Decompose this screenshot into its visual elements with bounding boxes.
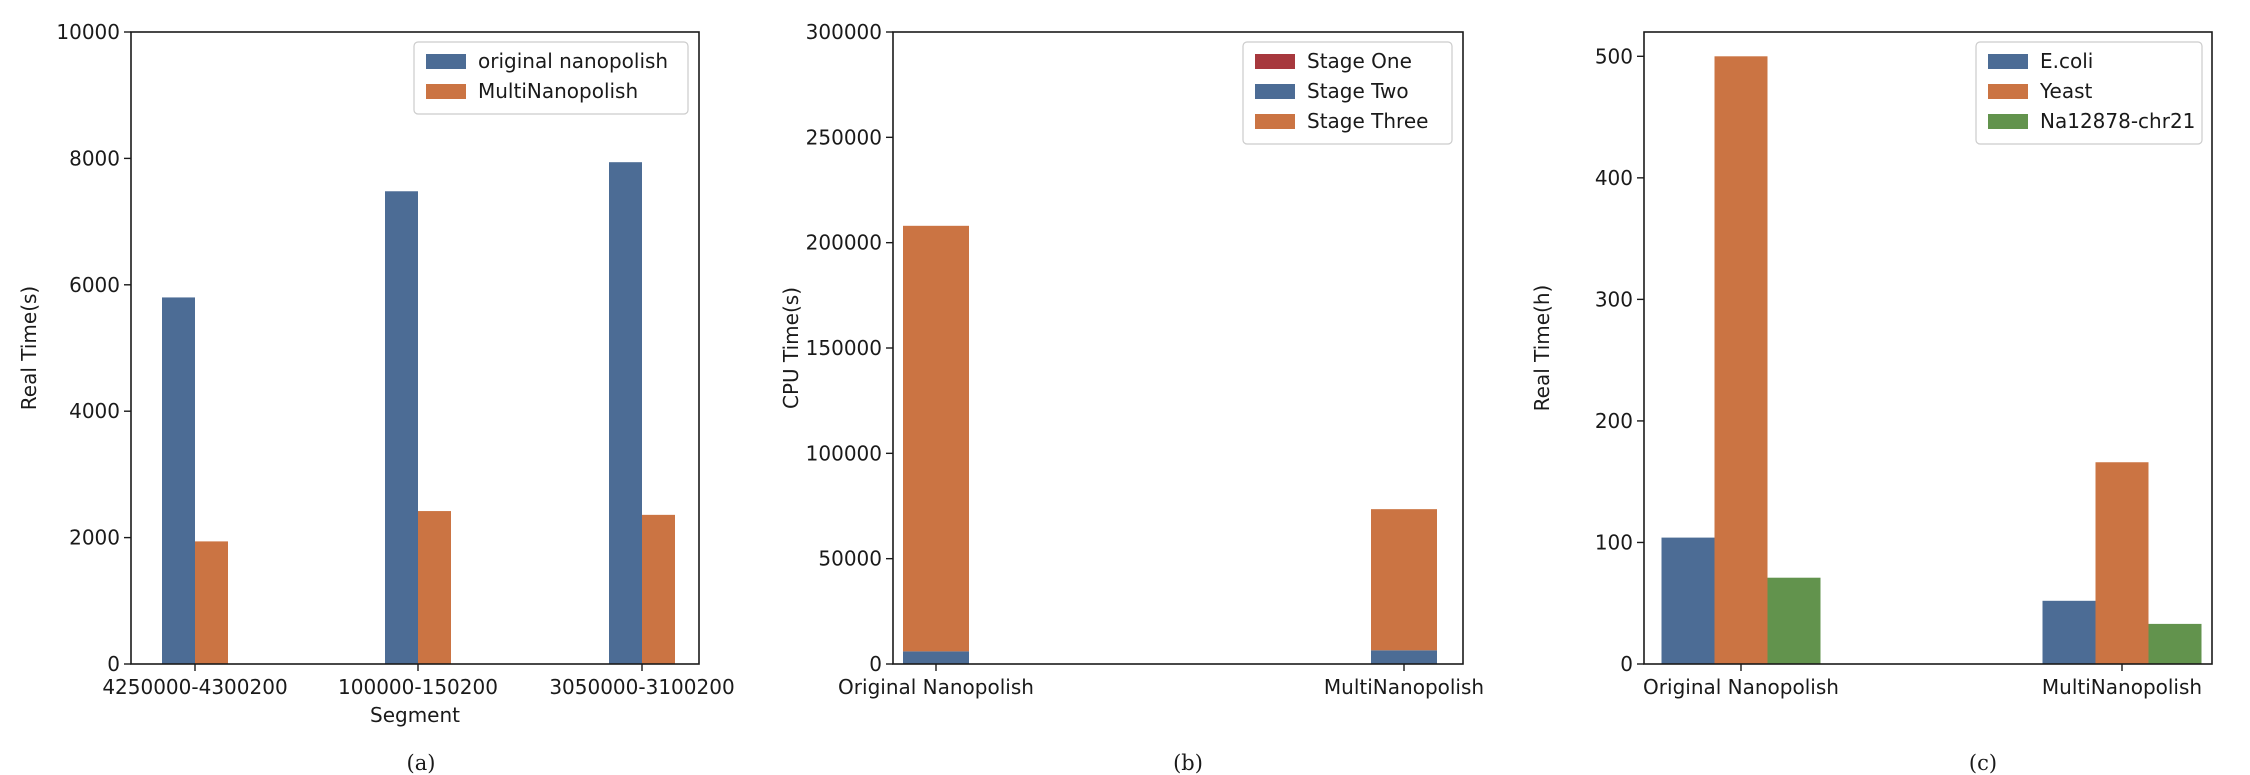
x-tick-label: 3050000-3100200: [549, 675, 734, 699]
bar-yeast-1: [2095, 462, 2149, 664]
y-tick-label: 300: [1595, 287, 1633, 311]
y-tick-label: 500: [1595, 44, 1633, 68]
legend-label: MultiNanopolish: [478, 79, 638, 103]
legend-label: Stage One: [1307, 49, 1412, 73]
legend-swatch: [426, 84, 466, 99]
x-axis-label: Segment: [370, 703, 460, 727]
legend-swatch: [1988, 54, 2028, 69]
y-tick-label: 100000: [806, 441, 882, 465]
y-axis-label: Real Time(h): [1530, 285, 1554, 412]
bar-e-coli-1: [2042, 600, 2096, 664]
chart-0: 0 2000 4000 6000 8000 10000 4250000-4300200 100…: [17, 20, 735, 775]
y-tick-label: 0: [869, 652, 882, 676]
x-tick-label: 100000-150200: [338, 675, 498, 699]
chart-1: 0 50000 100000 150000 200000 250000 300000 Orig…: [779, 20, 1484, 775]
y-tick-label: 50000: [818, 547, 882, 571]
legend: E.coli Yeast Na12878-chr21: [1975, 41, 2203, 145]
bar-original-nanopolish-2: [609, 162, 642, 664]
y-tick-label: 400: [1595, 166, 1633, 190]
bar-na12878-chr21-1: [2148, 623, 2202, 664]
legend: Stage One Stage Two Stage Three: [1242, 41, 1453, 145]
bar-stage-two-0: [903, 651, 969, 664]
legend-label: Na12878-chr21: [2040, 109, 2195, 133]
y-tick-label: 4000: [69, 399, 120, 423]
bar-yeast-0: [1714, 56, 1768, 665]
plot-frame: [1643, 31, 2213, 665]
bar-e-coli-0: [1661, 537, 1715, 664]
y-tick-label: 2000: [69, 526, 120, 550]
bar-stage-three-0: [903, 225, 969, 652]
legend-label: E.coli: [2040, 49, 2093, 73]
bar-na12878-chr21-0: [1767, 577, 1821, 664]
y-tick-label: 200: [1595, 409, 1633, 433]
panel-caption: (b): [1173, 751, 1203, 775]
legend-label: Stage Two: [1307, 79, 1409, 103]
legend-swatch: [1988, 84, 2028, 99]
legend-box: [1242, 41, 1453, 145]
chart-2: 0 100 200 300 400 500 Original Nanopolish Multi…: [1530, 31, 2213, 775]
bar-multinanopolish-1: [418, 511, 451, 664]
legend-box: [1975, 41, 2203, 145]
y-tick-label: 0: [1620, 652, 1633, 676]
bar-multinanopolish-2: [642, 514, 675, 664]
legend-swatch: [1255, 114, 1295, 129]
legend-box: [413, 41, 689, 115]
plot-frame: [130, 31, 700, 665]
x-tick-label: MultiNanopolish: [1324, 675, 1484, 699]
legend-label: Stage Three: [1307, 109, 1428, 133]
x-tick-label: Original Nanopolish: [838, 675, 1034, 699]
legend: original nanopolish MultiNanopolish: [413, 41, 689, 115]
y-tick-label: 150000: [806, 336, 882, 360]
y-tick-label: 200000: [806, 231, 882, 255]
x-tick-label: 4250000-4300200: [102, 675, 287, 699]
legend-label: original nanopolish: [478, 49, 668, 73]
bar-stage-three-1: [1371, 509, 1437, 651]
panel-caption: (a): [407, 751, 436, 775]
legend-swatch: [1988, 114, 2028, 129]
y-axis-label: Real Time(s): [17, 286, 41, 410]
y-tick-label: 0: [107, 652, 120, 676]
bar-stage-two-1: [1371, 650, 1437, 664]
y-tick-label: 250000: [806, 125, 882, 149]
x-tick-label: Original Nanopolish: [1643, 675, 1839, 699]
y-tick-label: 300000: [806, 20, 882, 44]
y-tick-label: 6000: [69, 273, 120, 297]
legend-label: Yeast: [2039, 79, 2093, 103]
bar-multinanopolish-0: [195, 541, 228, 664]
x-tick-label: MultiNanopolish: [2042, 675, 2202, 699]
y-tick-label: 8000: [69, 146, 120, 170]
y-tick-label: 10000: [56, 20, 120, 44]
legend-swatch: [1255, 84, 1295, 99]
legend-swatch: [426, 54, 466, 69]
y-tick-label: 100: [1595, 530, 1633, 554]
panel-caption: (c): [1969, 751, 1997, 775]
y-axis-label: CPU Time(s): [779, 287, 803, 409]
bar-original-nanopolish-1: [385, 191, 418, 664]
bar-original-nanopolish-0: [162, 297, 195, 664]
legend-swatch: [1255, 54, 1295, 69]
